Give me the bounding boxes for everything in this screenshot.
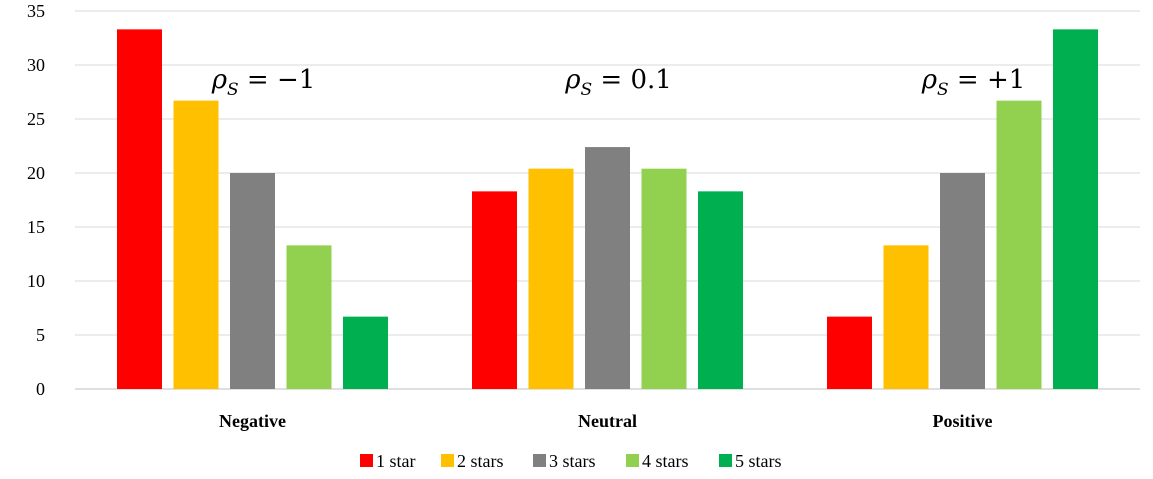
- y-tick-label: 10: [27, 271, 45, 291]
- x-axis-categories: Negative Neutral Positive: [219, 411, 992, 431]
- spearman-annotation: ρS = 0.1: [564, 65, 672, 100]
- bars: [117, 29, 1098, 390]
- bar: [286, 245, 332, 389]
- bar: [641, 168, 687, 389]
- legend-swatch: [533, 454, 546, 467]
- legend-label: 2 stars: [457, 451, 504, 471]
- bar: [173, 100, 219, 389]
- y-tick-label: 35: [27, 1, 45, 21]
- spearman-annotation: ρS = +1: [921, 65, 1026, 100]
- legend-label: 1 star: [376, 451, 416, 471]
- bar: [996, 100, 1042, 389]
- y-tick-label: 30: [27, 55, 45, 75]
- bar: [230, 173, 275, 389]
- legend-swatch: [441, 454, 454, 467]
- y-axis-ticks: 0 5 10 15 20 25 30 35: [27, 1, 45, 399]
- legend: 1 star 2 stars 3 stars 4 stars 5 stars: [360, 451, 782, 471]
- y-tick-label: 15: [27, 217, 45, 237]
- bar: [117, 29, 162, 390]
- bar: [1053, 29, 1098, 390]
- y-tick-label: 0: [36, 379, 45, 399]
- legend-swatch: [626, 454, 639, 467]
- bar: [585, 147, 630, 389]
- bar: [940, 173, 985, 389]
- y-tick-label: 5: [36, 325, 45, 345]
- bar: [883, 245, 929, 389]
- bar: [528, 168, 574, 389]
- spearman-annotation: ρS = −1: [211, 65, 316, 100]
- annotations: ρS = −1 ρS = 0.1 ρS = +1: [211, 65, 1026, 100]
- y-tick-label: 25: [27, 109, 45, 129]
- bar: [698, 191, 743, 389]
- legend-swatch: [719, 454, 732, 467]
- bar: [827, 316, 872, 389]
- legend-label: 3 stars: [549, 451, 596, 471]
- legend-label: 5 stars: [735, 451, 782, 471]
- bar: [343, 316, 388, 389]
- bar: [472, 191, 517, 389]
- legend-swatch: [360, 454, 373, 467]
- category-label: Negative: [219, 411, 286, 431]
- category-label: Positive: [933, 411, 993, 431]
- category-label: Neutral: [578, 411, 637, 431]
- legend-label: 4 stars: [642, 451, 689, 471]
- y-tick-label: 20: [27, 163, 45, 183]
